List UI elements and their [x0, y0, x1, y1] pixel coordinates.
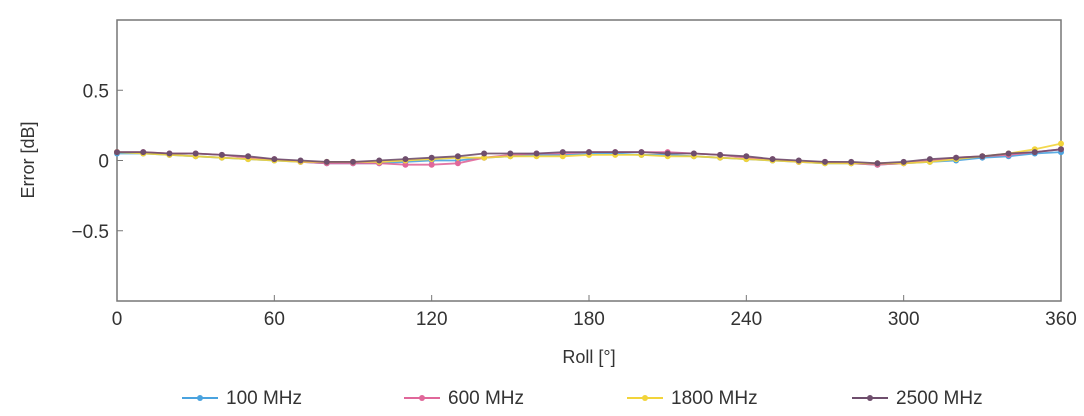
data-point — [350, 158, 356, 165]
legend-swatch-marker — [642, 395, 648, 401]
legend-label: 1800 MHz — [671, 388, 758, 409]
data-point — [245, 153, 252, 160]
data-point — [769, 156, 776, 163]
legend-item: 100 MHz — [182, 388, 302, 409]
x-tick-label: 120 — [416, 309, 448, 330]
legend-item: 2500 MHz — [852, 388, 983, 409]
legend: 100 MHz 600 MHz 1800 MHz 2500 MHz — [182, 388, 983, 409]
legend-swatch-marker — [419, 395, 425, 401]
legend-label: 100 MHz — [226, 388, 302, 409]
data-point — [454, 160, 461, 167]
y-tick-label: 0.5 — [83, 81, 109, 102]
series-layer — [114, 140, 1064, 168]
data-point — [664, 150, 671, 157]
legend-swatch-marker — [867, 395, 873, 401]
data-point — [140, 149, 147, 156]
data-point — [376, 157, 383, 164]
data-point — [114, 149, 120, 156]
data-point — [428, 154, 435, 161]
data-point — [297, 157, 304, 164]
legend-label: 600 MHz — [448, 388, 524, 409]
data-point — [900, 158, 907, 165]
data-point — [481, 154, 488, 161]
x-tick-label: 240 — [730, 309, 762, 330]
data-point — [454, 153, 461, 160]
data-point — [559, 149, 566, 156]
data-point — [271, 156, 278, 163]
data-point — [1005, 150, 1012, 157]
data-point — [743, 153, 750, 160]
x-tick-label: 60 — [264, 309, 285, 330]
x-tick-label: 300 — [888, 309, 920, 330]
legend-swatch-marker — [197, 395, 203, 401]
data-point — [690, 150, 697, 157]
data-point — [402, 161, 409, 168]
data-point — [822, 158, 828, 165]
data-point — [1031, 149, 1038, 156]
data-point — [192, 150, 199, 157]
data-point — [218, 151, 225, 158]
data-point — [638, 149, 645, 156]
data-point — [481, 150, 488, 157]
data-point — [874, 160, 881, 167]
data-point — [717, 151, 724, 158]
legend-label: 2500 MHz — [896, 388, 983, 409]
data-point — [1058, 146, 1064, 153]
y-tick-label: −0.5 — [71, 222, 109, 243]
series-2500-mhz — [114, 146, 1064, 167]
data-point — [507, 150, 514, 157]
y-tick-label: 0 — [98, 152, 109, 173]
y-axis-ticks: 0.5 0 −0.5 — [71, 81, 123, 243]
legend-item: 600 MHz — [404, 388, 524, 409]
x-tick-label: 180 — [573, 309, 605, 330]
y-axis-label: Error [dB] — [18, 121, 38, 198]
x-axis-ticks: 0 60 120 180 240 300 360 — [112, 295, 1077, 330]
data-point — [323, 158, 330, 165]
data-point — [402, 156, 409, 163]
data-point — [166, 150, 173, 157]
data-point — [428, 161, 435, 168]
data-point — [926, 156, 933, 163]
x-tick-label: 360 — [1045, 309, 1077, 330]
data-point — [953, 154, 960, 161]
data-point — [795, 157, 802, 164]
data-point — [586, 149, 592, 156]
legend-item: 1800 MHz — [627, 388, 758, 409]
data-point — [612, 149, 619, 156]
data-point — [559, 153, 566, 160]
data-point — [533, 150, 540, 157]
x-axis-label: Roll [°] — [562, 347, 615, 367]
data-point — [848, 158, 855, 165]
x-tick-label: 0 — [112, 309, 123, 330]
data-point — [979, 153, 986, 160]
data-point — [1058, 140, 1064, 147]
